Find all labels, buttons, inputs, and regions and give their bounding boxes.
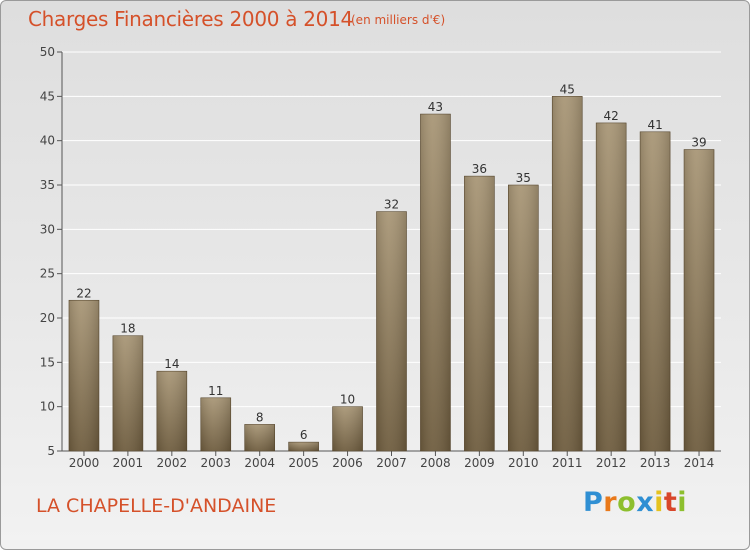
y-tick-label: 20 <box>40 311 55 325</box>
bar-shading <box>640 131 671 452</box>
x-tick-label: 2004 <box>244 456 275 470</box>
y-tick-label: 10 <box>40 400 55 414</box>
logo-letter: P <box>583 487 604 518</box>
logo-letter: i <box>677 487 688 518</box>
bar-shading <box>508 185 539 451</box>
y-tick-label: 25 <box>40 267 55 281</box>
bar-shading <box>332 406 363 451</box>
bar-value-label: 14 <box>164 357 179 371</box>
y-tick-label: 15 <box>40 355 55 369</box>
bar-shading <box>244 424 275 451</box>
bar-shading <box>552 96 583 451</box>
logo-letter: o <box>617 487 637 518</box>
logo-letter: r <box>603 487 618 518</box>
y-tick-label: 45 <box>40 89 55 103</box>
x-tick-label: 2008 <box>420 456 451 470</box>
x-tick-label: 2009 <box>464 456 495 470</box>
bar-value-label: 18 <box>120 322 135 336</box>
x-tick-label: 2012 <box>596 456 627 470</box>
x-tick-label: 2007 <box>376 456 407 470</box>
bar-value-label: 35 <box>516 171 531 185</box>
bar-shading <box>684 149 715 452</box>
x-tick-label: 2001 <box>113 456 144 470</box>
bar-shading <box>68 300 99 451</box>
bar-shading <box>112 335 143 451</box>
y-tick-label: 50 <box>40 45 55 59</box>
bar-value-label: 22 <box>76 286 91 300</box>
bar-value-label: 32 <box>384 198 399 212</box>
x-tick-label: 2006 <box>332 456 363 470</box>
bar-shading <box>200 397 231 451</box>
x-tick-label: 2002 <box>157 456 188 470</box>
logo-letter: x <box>636 487 655 518</box>
bar-value-label: 10 <box>340 393 355 407</box>
x-tick-label: 2010 <box>508 456 539 470</box>
x-tick-label: 2000 <box>69 456 100 470</box>
chart-subtitle: (en milliers d'€) <box>351 13 446 27</box>
logo-letter: t <box>663 487 678 518</box>
proxiti-logo: Proxiti <box>583 487 687 518</box>
bar-value-label: 39 <box>691 136 706 150</box>
y-tick-label: 5 <box>47 444 55 458</box>
logo-letter: i <box>654 487 664 518</box>
x-tick-label: 2003 <box>200 456 231 470</box>
bar-value-label: 36 <box>472 162 487 176</box>
commune-name: LA CHAPELLE-D'ANDAINE <box>36 495 277 517</box>
x-tick-label: 2013 <box>640 456 671 470</box>
y-tick-label: 35 <box>40 178 55 192</box>
bar-shading <box>464 176 495 451</box>
x-tick-label: 2014 <box>684 456 715 470</box>
bar-shading <box>156 371 187 451</box>
bar-shading <box>420 114 451 452</box>
bar-value-label: 8 <box>256 410 264 424</box>
x-tick-label: 2011 <box>552 456 583 470</box>
y-tick-label: 40 <box>40 134 55 148</box>
bar-value-label: 41 <box>647 118 662 132</box>
bar-value-label: 42 <box>604 109 619 123</box>
x-tick-label: 2005 <box>288 456 319 470</box>
bar-shading <box>596 122 627 451</box>
y-tick-label: 30 <box>40 222 55 236</box>
bar-value-label: 45 <box>560 82 575 96</box>
bar-value-label: 11 <box>208 384 223 398</box>
bar-value-label: 6 <box>300 428 308 442</box>
chart-title: Charges Financières 2000 à 2014 <box>28 7 353 31</box>
bar-value-label: 43 <box>428 100 443 114</box>
bar-shading <box>288 442 319 451</box>
bar-shading <box>376 211 407 451</box>
